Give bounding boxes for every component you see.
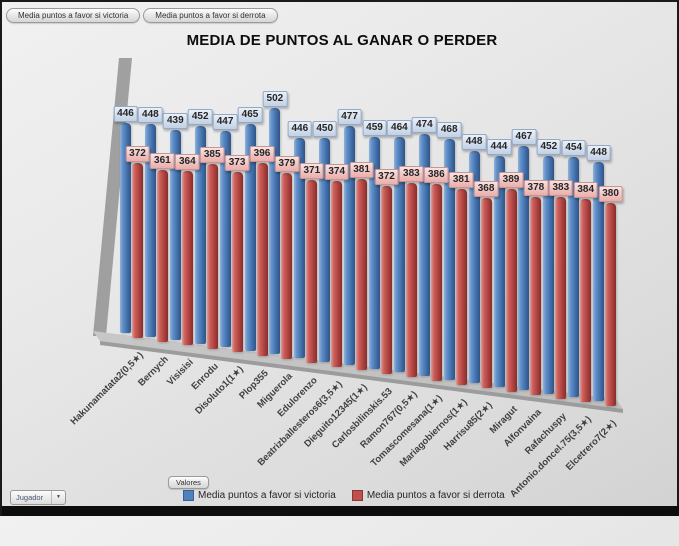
bar-victoria-1[interactable]	[144, 124, 156, 337]
data-label-victoria-1: 448	[138, 107, 163, 124]
data-label-victoria-17: 452	[536, 138, 562, 155]
bar-victoria-6[interactable]	[269, 108, 281, 355]
bar-derrota-10[interactable]	[381, 186, 392, 374]
data-label-derrota-0: 372	[125, 145, 150, 162]
data-label-derrota-16: 378	[523, 180, 549, 197]
pivot-filter-bar: Media puntos a favor si victoria Media p…	[6, 8, 278, 23]
bar-victoria-4[interactable]	[219, 130, 231, 348]
data-label-victoria-5: 465	[237, 107, 263, 124]
legend: Media puntos a favor si victoria Media p…	[183, 490, 505, 501]
data-label-derrota-7: 371	[299, 162, 325, 179]
data-label-victoria-10: 459	[362, 120, 387, 137]
bar-victoria-8[interactable]	[319, 137, 331, 362]
data-label-victoria-13: 468	[436, 122, 462, 139]
data-label-victoria-3: 452	[187, 109, 213, 126]
window-bottom-bar	[2, 506, 679, 516]
legend-swatch-derrota-icon	[351, 490, 363, 501]
bar-derrota-5[interactable]	[256, 162, 268, 356]
data-label-derrota-11: 383	[399, 166, 424, 183]
chart-title: MEDIA DE PUNTOS AL GANAR O PERDER	[186, 32, 498, 49]
bar-derrota-3[interactable]	[206, 163, 218, 349]
data-label-derrota-10: 372	[374, 169, 399, 186]
data-label-derrota-13: 381	[448, 171, 474, 188]
data-label-derrota-5: 396	[249, 145, 275, 162]
data-label-victoria-19: 448	[586, 144, 611, 161]
data-label-derrota-8: 374	[324, 163, 350, 180]
bar-derrota-4[interactable]	[231, 171, 243, 353]
bar-victoria-16[interactable]	[518, 145, 530, 391]
data-label-victoria-9: 477	[337, 109, 362, 126]
data-label-derrota-14: 368	[473, 180, 499, 197]
bar-derrota-12[interactable]	[430, 183, 442, 381]
bar-derrota-2[interactable]	[181, 171, 193, 346]
data-label-derrota-2: 364	[174, 154, 200, 171]
bar-victoria-13[interactable]	[443, 139, 455, 380]
bar-derrota-11[interactable]	[405, 183, 417, 378]
data-label-derrota-9: 381	[349, 162, 374, 179]
data-label-victoria-14: 448	[461, 134, 487, 151]
data-label-victoria-4: 447	[212, 113, 238, 130]
bar-victoria-10[interactable]	[369, 137, 380, 369]
bar-victoria-7[interactable]	[294, 137, 306, 359]
bar-victoria-15[interactable]	[493, 155, 505, 387]
bar-victoria-14[interactable]	[468, 151, 480, 384]
values-field-button[interactable]: Valores	[168, 476, 209, 489]
legend-label-victoria: Media puntos a favor si victoria	[198, 490, 336, 501]
data-label-derrota-18: 384	[573, 181, 599, 198]
data-label-victoria-2: 439	[162, 113, 188, 130]
bar-victoria-2[interactable]	[169, 130, 181, 341]
bar-derrota-13[interactable]	[455, 188, 467, 385]
data-label-derrota-1: 361	[150, 153, 175, 170]
data-label-victoria-7: 446	[287, 120, 313, 137]
bar-derrota-17[interactable]	[555, 196, 567, 399]
bar-victoria-3[interactable]	[194, 126, 206, 344]
legend-item-derrota: Media puntos a favor si derrota	[351, 490, 505, 501]
bar-derrota-15[interactable]	[505, 189, 517, 392]
bar-victoria-5[interactable]	[244, 124, 256, 351]
plot-area: Hakunamatata2(0,5★) Bernych Visisisi Enrodu…	[2, 2, 679, 518]
data-label-derrota-4: 373	[224, 154, 250, 171]
bar-derrota-6[interactable]	[281, 173, 293, 360]
bar-victoria-12[interactable]	[418, 133, 430, 376]
legend-item-victoria: Media puntos a favor si victoria	[183, 490, 336, 501]
bar-derrota-19[interactable]	[605, 203, 617, 406]
chevron-down-icon[interactable]: ▼	[51, 491, 65, 504]
filter-button-derrota[interactable]: Media puntos a favor si derrota	[143, 8, 278, 23]
jugador-field-dropdown[interactable]: Jugador ▼	[10, 490, 66, 505]
filter-button-victoria[interactable]: Media puntos a favor si victoria	[6, 8, 141, 23]
bar-derrota-18[interactable]	[580, 198, 592, 403]
bar-victoria-19[interactable]	[593, 161, 605, 402]
bar-victoria-11[interactable]	[393, 136, 405, 373]
bar-victoria-18[interactable]	[568, 156, 580, 398]
legend-label-derrota: Media puntos a favor si derrota	[366, 490, 505, 501]
data-label-derrota-12: 386	[423, 166, 449, 183]
data-label-derrota-19: 380	[598, 186, 623, 203]
data-label-derrota-3: 385	[199, 146, 225, 163]
bar-derrota-7[interactable]	[306, 179, 318, 364]
bar-derrota-16[interactable]	[530, 197, 542, 396]
data-label-derrota-15: 389	[498, 172, 524, 189]
jugador-dropdown-label: Jugador	[16, 493, 44, 502]
bar-victoria-9[interactable]	[344, 126, 356, 366]
bar-derrota-8[interactable]	[331, 180, 343, 367]
bar-victoria-17[interactable]	[543, 155, 555, 394]
data-label-victoria-6: 502	[262, 91, 288, 108]
data-label-victoria-15: 444	[486, 138, 512, 155]
legend-swatch-victoria-icon	[183, 490, 194, 501]
data-label-victoria-0: 446	[113, 105, 138, 122]
bar-derrota-14[interactable]	[480, 197, 492, 389]
data-label-victoria-16: 467	[511, 128, 537, 145]
bar-derrota-0[interactable]	[132, 162, 143, 338]
data-label-victoria-8: 450	[312, 120, 338, 137]
bar-derrota-1[interactable]	[156, 170, 168, 342]
data-label-derrota-17: 383	[548, 179, 574, 196]
data-label-victoria-18: 454	[561, 139, 587, 156]
bar-derrota-9[interactable]	[356, 179, 368, 371]
data-label-victoria-12: 474	[411, 116, 437, 133]
data-label-victoria-11: 464	[387, 119, 412, 136]
bar-victoria-0[interactable]	[120, 122, 131, 333]
data-label-derrota-6: 379	[274, 156, 300, 173]
